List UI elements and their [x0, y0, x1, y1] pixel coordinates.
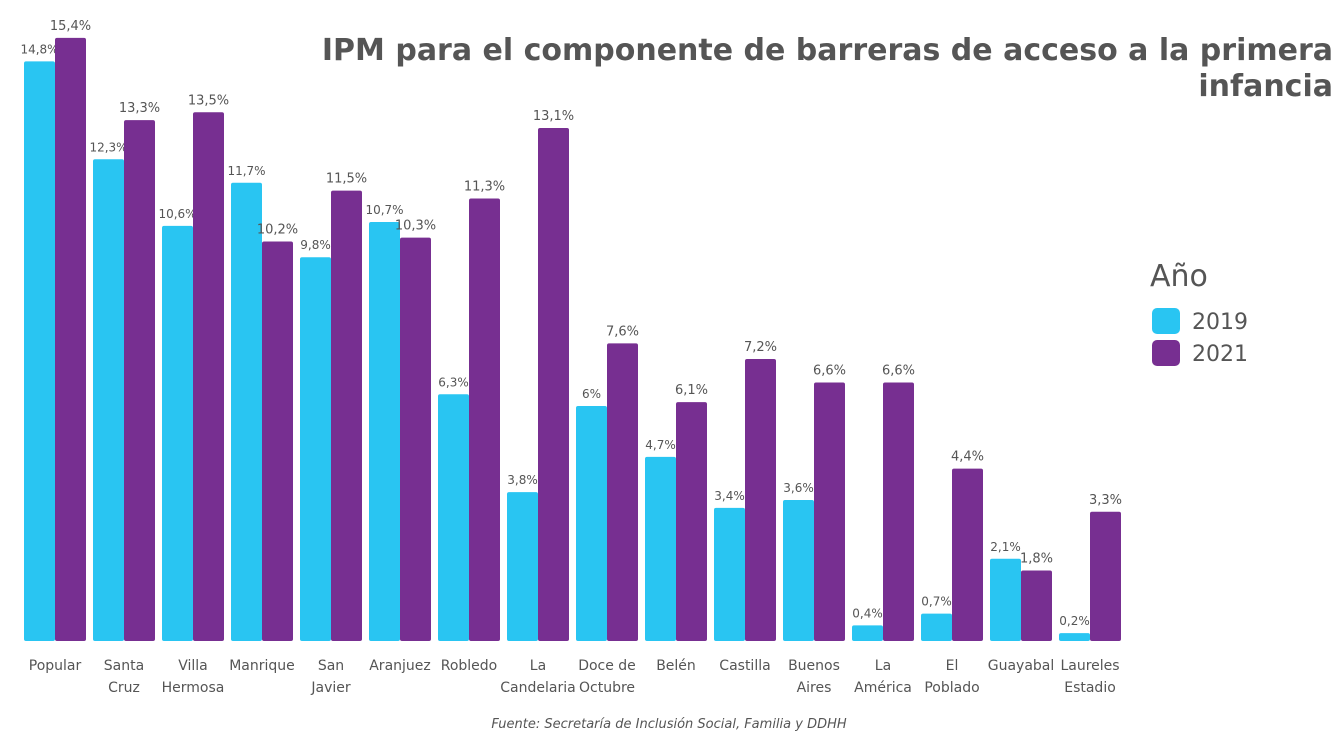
- legend-title: Año: [1150, 259, 1208, 294]
- bar: [369, 221, 400, 641]
- bar: [331, 190, 362, 641]
- bar: [607, 343, 638, 641]
- bar: [714, 507, 745, 641]
- value-label: 3,4%: [714, 489, 745, 503]
- bar: [576, 406, 607, 641]
- bar: [400, 237, 431, 641]
- value-label: 1,8%: [1020, 552, 1053, 567]
- bar: [1021, 570, 1052, 641]
- value-label: 7,2%: [744, 340, 777, 355]
- bar: [814, 382, 845, 641]
- value-label: 0,7%: [921, 595, 952, 609]
- value-label: 13,5%: [188, 93, 229, 108]
- value-label: 4,4%: [951, 450, 984, 465]
- value-label: 3,6%: [783, 481, 814, 495]
- bar: [538, 127, 569, 641]
- value-label: 0,2%: [1059, 614, 1090, 628]
- bar: [507, 492, 538, 641]
- value-label: 10,6%: [158, 207, 196, 221]
- x-tick-label: Villa Hermosa: [162, 658, 225, 696]
- value-label: 6,1%: [675, 383, 708, 398]
- x-tick-label: El Poblado: [924, 658, 979, 696]
- bar: [24, 61, 55, 641]
- bar: [162, 225, 193, 641]
- legend-label: 2019: [1192, 310, 1248, 335]
- x-tick-label: Buenos Aires: [788, 658, 840, 696]
- value-label: 11,7%: [227, 164, 265, 178]
- bar: [745, 359, 776, 641]
- bar: [438, 394, 469, 641]
- bar: [469, 198, 500, 641]
- value-label: 9,8%: [300, 238, 331, 252]
- x-tick-label: Doce de Octubre: [578, 658, 636, 696]
- x-tick-label: Belén: [656, 658, 696, 674]
- value-label: 4,7%: [645, 438, 676, 452]
- bar: [55, 37, 86, 641]
- legend-swatch: [1152, 340, 1180, 366]
- bar: [852, 625, 883, 641]
- bar: [193, 112, 224, 641]
- value-label: 10,3%: [395, 219, 436, 234]
- bar: [990, 558, 1021, 641]
- value-label: 6%: [582, 387, 601, 401]
- x-tick-label: Santa Cruz: [104, 658, 144, 696]
- x-tick-label: San Javier: [310, 658, 350, 696]
- value-label: 12,3%: [89, 140, 127, 154]
- x-tick-label: La América: [854, 658, 912, 696]
- bar: [783, 500, 814, 641]
- legend-swatch: [1152, 308, 1180, 334]
- bar: [645, 456, 676, 641]
- value-label: 10,2%: [257, 223, 298, 238]
- x-tick-label: Manrique: [229, 658, 295, 674]
- bar: [124, 120, 155, 642]
- x-tick-label: Robledo: [441, 658, 498, 674]
- value-label: 2,1%: [990, 540, 1021, 554]
- value-label: 6,6%: [813, 364, 846, 379]
- x-tick-label: Castilla: [719, 658, 770, 674]
- value-label: 13,1%: [533, 109, 574, 124]
- x-tick-label: Laureles Estadio: [1060, 658, 1119, 696]
- legend-label: 2021: [1192, 342, 1248, 367]
- value-label: 15,4%: [50, 19, 91, 34]
- value-label: 6,3%: [438, 375, 469, 389]
- value-label: 14,8%: [20, 42, 58, 56]
- x-tick-label: Aranjuez: [369, 658, 431, 674]
- chart-title: IPM para el componente de barreras de ac…: [322, 33, 1333, 104]
- value-label: 11,5%: [326, 172, 367, 187]
- source: Fuente: Secretaría de Inclusión Social, …: [491, 717, 847, 732]
- value-label: 7,6%: [606, 324, 639, 339]
- bar: [231, 182, 262, 641]
- x-tick-label: La Candelaria: [500, 658, 575, 696]
- value-label: 13,3%: [119, 101, 160, 116]
- value-label: 0,4%: [852, 606, 883, 620]
- value-label: 6,6%: [882, 364, 915, 379]
- bar: [952, 468, 983, 641]
- value-label: 3,3%: [1089, 493, 1122, 508]
- x-tick-label: Popular: [29, 658, 82, 674]
- bar: [262, 241, 293, 642]
- bar: [921, 613, 952, 641]
- bar: [1090, 511, 1121, 641]
- bar: [300, 257, 331, 641]
- bar: [93, 159, 124, 641]
- value-label: 3,8%: [507, 473, 538, 487]
- x-tick-label: Guayabal: [988, 658, 1055, 674]
- bar: [1059, 633, 1090, 641]
- bar: [676, 402, 707, 641]
- value-label: 10,7%: [365, 203, 403, 217]
- bar: [883, 382, 914, 641]
- value-label: 11,3%: [464, 179, 505, 194]
